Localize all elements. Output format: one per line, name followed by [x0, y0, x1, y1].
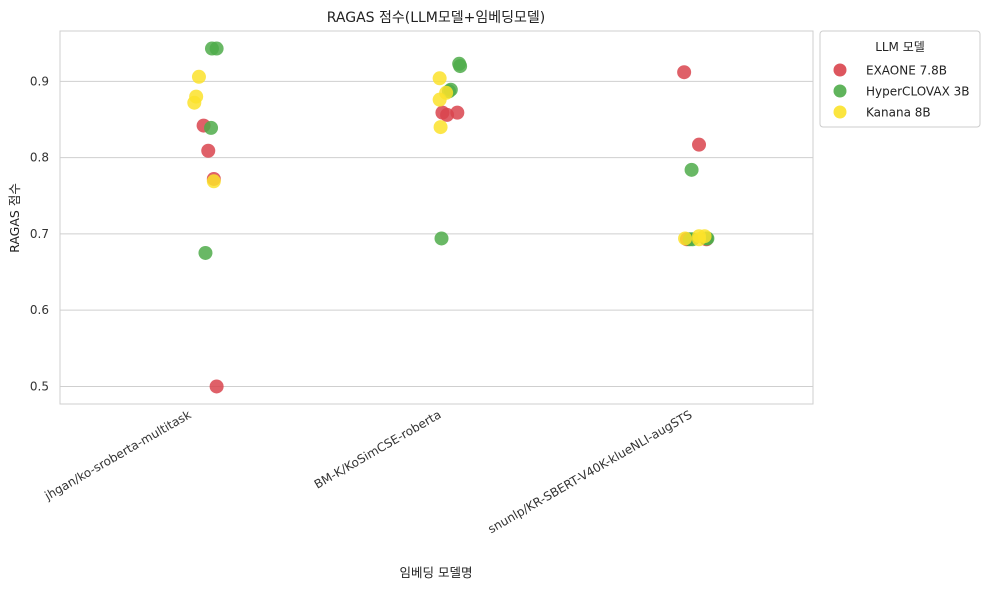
point-series1-1: [209, 41, 224, 56]
chart-title: RAGAS 점수(LLM모델+임베딩모델): [327, 10, 546, 26]
point-series0-8: [692, 137, 707, 152]
x-axis-label: 임베딩 모델명: [400, 565, 473, 580]
x-tick-label-1: BM-K/KoSimCSE-roberta: [312, 407, 444, 491]
legend-marker-0: [833, 63, 847, 77]
y-tick-label-2: 0.7: [30, 227, 49, 241]
y-axis-ticks: 0.5 0.6 0.7 0.8 0.9: [30, 74, 49, 393]
legend: LLM 모델 EXAONE 7.8B HyperCLOVAX 3B Kanana 8…: [819, 30, 981, 128]
legend-marker-2: [833, 105, 847, 119]
x-tick-label-0: jhgan/ko-sroberta-multitask: [41, 407, 193, 503]
point-series0-3: [209, 379, 224, 394]
plot-frame: [59, 30, 814, 405]
point-series1-4: [434, 231, 449, 246]
point-series2-4: [432, 71, 447, 86]
legend-box: [819, 30, 981, 128]
y-axis-label: RAGAS 점수: [7, 183, 22, 253]
point-series2-11: [697, 229, 712, 244]
data-points: [187, 41, 715, 394]
point-series0-7: [677, 65, 692, 80]
point-series2-6: [433, 120, 448, 135]
legend-label-1: HyperCLOVAX 3B: [866, 85, 969, 99]
legend-marker-1: [833, 84, 847, 98]
point-series2-8: [678, 231, 693, 246]
legend-label-2: Kanana 8B: [866, 106, 931, 120]
point-series2-1: [189, 89, 204, 104]
x-tick-label-2: snunlp/KR-SBERT-V40K-klueNLI-augSTS: [486, 407, 695, 536]
x-axis-ticks: jhgan/ko-sroberta-multitask BM-K/KoSimCSE…: [41, 407, 694, 536]
y-tick-label-1: 0.6: [30, 303, 49, 317]
point-series2-7: [439, 85, 454, 100]
point-series1-9: [684, 162, 699, 177]
point-series2-3: [206, 174, 221, 189]
point-series0-1: [201, 143, 216, 158]
point-series1-2: [204, 120, 219, 135]
point-series1-3: [198, 245, 213, 260]
point-series1-8: [453, 59, 468, 74]
point-series0-6: [450, 105, 465, 120]
legend-label-0: EXAONE 7.8B: [866, 64, 947, 78]
y-tick-label-0: 0.5: [30, 379, 49, 393]
y-tick-label-4: 0.9: [30, 74, 49, 88]
legend-title: LLM 모델: [875, 40, 925, 54]
y-tick-label-3: 0.8: [30, 151, 49, 165]
point-series2-2: [191, 69, 206, 84]
